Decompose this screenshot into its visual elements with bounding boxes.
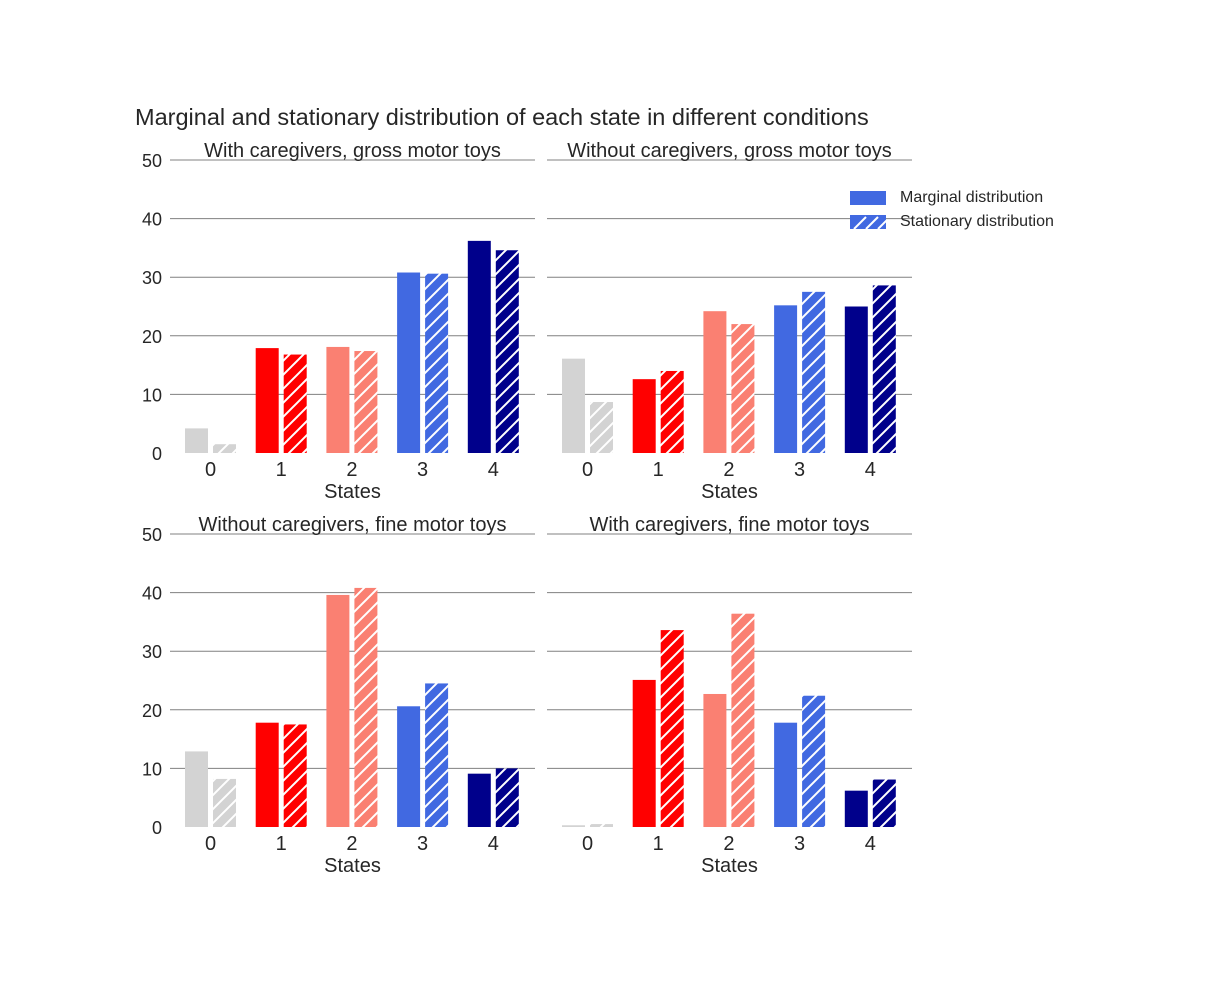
x-tick-label: 3: [417, 833, 428, 855]
subplot-title: With caregivers, gross motor toys: [204, 140, 501, 162]
y-tick-label: 30: [142, 268, 162, 288]
bar-stationary-state-4: [495, 768, 519, 827]
bar-stationary-state-1: [660, 630, 684, 827]
x-tick-label: 0: [582, 459, 593, 481]
bar-marginal-state-2: [703, 693, 727, 827]
bar-marginal-state-1: [632, 679, 656, 827]
bar-marginal-state-4: [844, 306, 868, 453]
x-tick-label: 2: [346, 833, 357, 855]
y-tick-label: 20: [142, 701, 162, 721]
legend-swatch-hatched: [850, 215, 886, 229]
x-tick-label: 4: [488, 833, 499, 855]
legend-item-marginal: Marginal distribution: [850, 186, 1054, 210]
bar-stationary-state-2: [731, 324, 755, 453]
bar-stationary-state-4: [495, 250, 519, 453]
legend-label-marginal: Marginal distribution: [900, 189, 1044, 206]
bar-marginal-state-4: [467, 773, 491, 827]
bar-marginal-state-1: [255, 348, 279, 453]
bar-marginal-state-1: [632, 379, 656, 453]
bar-stationary-state-0: [213, 778, 236, 827]
bar-stationary-state-2: [354, 351, 378, 453]
subplot-3: 0 10 20 30 40 50 0 1 2 3 4 Without caregivers, fine…: [142, 514, 535, 877]
y-tick-label: 10: [142, 759, 162, 779]
bar-marginal-state-1: [255, 722, 279, 827]
x-tick-label: 1: [653, 833, 664, 855]
bar-stationary-state-3: [425, 273, 449, 453]
x-tick-label: 4: [865, 459, 876, 481]
y-tick-label: 40: [142, 584, 162, 604]
bar-stationary-state-1: [283, 354, 307, 453]
x-tick-label: 0: [205, 459, 216, 481]
bar-stationary-state-2: [731, 613, 755, 827]
legend-label-stationary: Stationary distribution: [900, 213, 1054, 230]
y-tick-label: 50: [142, 525, 162, 545]
x-tick-label: 2: [723, 459, 734, 481]
legend-item-stationary: Stationary distribution: [850, 210, 1054, 234]
x-axis-label: States: [701, 481, 758, 503]
bar-marginal-state-4: [467, 240, 491, 453]
bar-stationary-state-1: [660, 370, 684, 453]
x-tick-label: 4: [488, 459, 499, 481]
y-tick-label: 40: [142, 210, 162, 230]
bar-stationary-state-1: [283, 724, 307, 827]
bar-stationary-state-0: [590, 402, 613, 453]
bar-marginal-state-4: [844, 790, 868, 827]
bar-stationary-state-4: [872, 285, 896, 453]
y-tick-label: 10: [142, 385, 162, 405]
subplot-title: Without caregivers, fine motor toys: [199, 514, 507, 536]
y-tick-label: 0: [152, 444, 162, 464]
bar-marginal-state-0: [185, 751, 208, 827]
bar-stationary-state-3: [425, 683, 449, 827]
x-axis-label: States: [701, 855, 758, 877]
bar-marginal-state-0: [562, 825, 585, 827]
bar-stationary-state-0: [590, 824, 613, 827]
x-tick-label: 3: [794, 833, 805, 855]
x-axis-label: States: [324, 481, 381, 503]
x-tick-label: 3: [417, 459, 428, 481]
x-axis-label: States: [324, 855, 381, 877]
y-tick-label: 30: [142, 642, 162, 662]
bar-marginal-state-3: [774, 722, 798, 827]
bar-marginal-state-0: [562, 358, 585, 453]
bar-stationary-state-4: [872, 779, 896, 827]
x-tick-label: 4: [865, 833, 876, 855]
x-tick-label: 2: [346, 459, 357, 481]
x-tick-label: 1: [653, 459, 664, 481]
bar-marginal-state-3: [774, 305, 798, 453]
x-tick-label: 0: [205, 833, 216, 855]
bar-marginal-state-3: [397, 706, 421, 827]
y-tick-label: 0: [152, 818, 162, 838]
x-tick-label: 3: [794, 459, 805, 481]
subplot-4: 0 1 2 3 4 With caregivers, fine motor toys Sta…: [547, 514, 912, 877]
y-tick-label: 20: [142, 327, 162, 347]
x-tick-label: 0: [582, 833, 593, 855]
subplot-1: 0 10 20 30 40 50 0 1 2 3 4 With caregivers, gross m…: [142, 140, 535, 503]
bar-marginal-state-3: [397, 272, 421, 453]
bar-stationary-state-3: [802, 695, 826, 827]
bar-marginal-state-2: [703, 311, 727, 453]
x-tick-label: 2: [723, 833, 734, 855]
bar-marginal-state-2: [326, 594, 350, 827]
y-tick-label: 50: [142, 151, 162, 171]
x-tick-label: 1: [276, 459, 287, 481]
bar-marginal-state-2: [326, 346, 350, 453]
legend: Marginal distribution Stationary distrib…: [850, 186, 1054, 234]
bar-stationary-state-3: [802, 291, 826, 453]
subplot-title: Without caregivers, gross motor toys: [567, 140, 892, 162]
x-tick-label: 1: [276, 833, 287, 855]
bar-stationary-state-0: [213, 444, 236, 453]
legend-swatch-solid: [850, 191, 886, 205]
subplot-2: 0 1 2 3 4 Without caregivers, gross motor toy…: [547, 140, 912, 503]
bar-stationary-state-2: [354, 587, 378, 827]
subplot-title: With caregivers, fine motor toys: [589, 514, 869, 536]
bar-marginal-state-0: [185, 428, 208, 453]
figure-title: Marginal and stationary distribution of …: [135, 104, 869, 130]
